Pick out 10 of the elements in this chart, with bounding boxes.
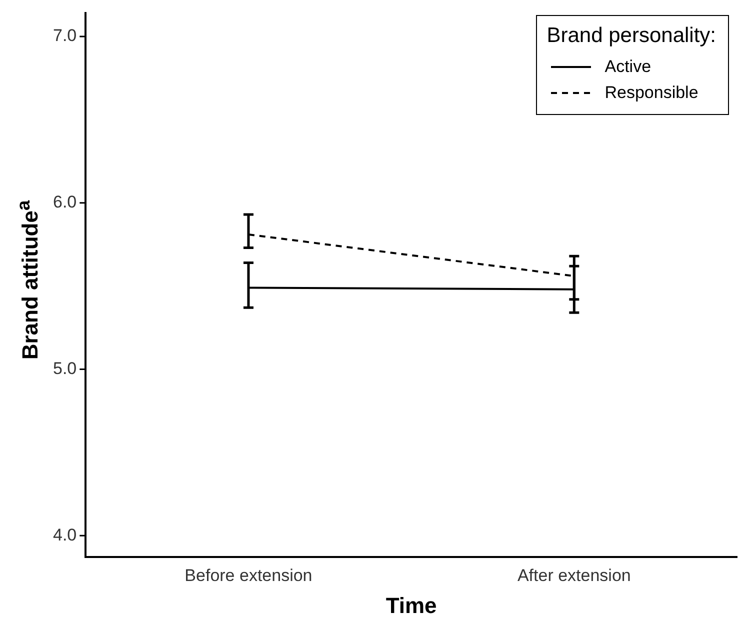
y-tick-label: 6.0 — [52, 192, 77, 212]
legend-label: Active — [604, 57, 652, 78]
x-axis-title: Time — [386, 592, 437, 618]
y-tick-label: 4.0 — [52, 525, 77, 544]
y-tick-label: 7.0 — [52, 26, 77, 46]
x-tick-label: Before extension — [184, 566, 312, 586]
legend-title: Brand personality: — [546, 24, 716, 48]
legend-label: Responsible — [604, 83, 698, 104]
y-tick-label: 5.0 — [52, 358, 77, 378]
x-tick-label: After extension — [517, 566, 631, 586]
